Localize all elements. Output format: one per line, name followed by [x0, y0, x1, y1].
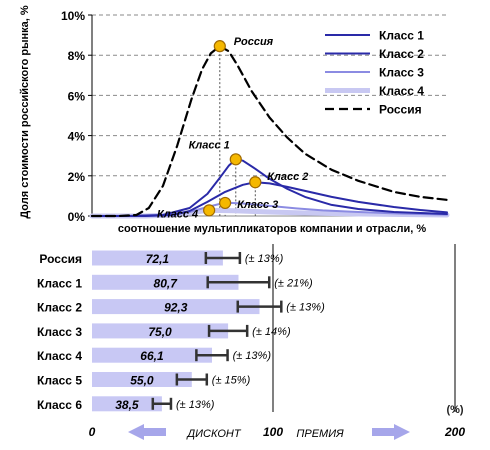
bar-value-label: 38,5: [115, 398, 139, 412]
bar: [92, 323, 229, 339]
upper-y-tick-label: 6%: [68, 89, 86, 103]
legend-entry: Класс 1: [379, 29, 424, 43]
peak-marker: [219, 196, 232, 210]
peak-label: Россия: [234, 36, 274, 48]
lower-unit-label: (%): [446, 404, 463, 416]
upper-legend: Класс 1 Класс 2 Класс 3 Класс 4 Россия: [325, 29, 424, 117]
bar: [92, 299, 260, 315]
discount-label: ДИСКОНТ: [185, 428, 241, 440]
lower-x-tick-200: 200: [444, 425, 465, 439]
bar-category-label: Класс 6: [37, 398, 82, 412]
series-line-0: [91, 158, 448, 217]
peak-label: Класс 2: [267, 171, 308, 183]
error-label: (± 21%): [274, 277, 313, 289]
legend-entry: Класс 3: [379, 66, 424, 80]
lower-x-tick-0: 0: [89, 425, 96, 439]
bar-category-label: Россия: [39, 252, 82, 266]
discount-arrow-icon: [128, 424, 166, 440]
bar-value-label: 80,7: [154, 276, 179, 290]
upper-y-axis-label: Доля стоимости российского рынка, %: [19, 5, 31, 219]
premium-label: ПРЕМИЯ: [296, 428, 344, 440]
bar-value-label: 66,1: [140, 349, 164, 363]
lower-bars: Россия 72,1 (± 13%) Класс 1 80,7 (± 21%) Класс…: [37, 250, 325, 412]
error-label: (± 13%): [286, 302, 325, 314]
bar-category-label: Класс 3: [37, 325, 82, 339]
peak-marker: [203, 204, 216, 217]
upper-y-tick-label: 0%: [68, 210, 86, 224]
error-label: (± 13%): [233, 350, 272, 362]
peak-label: Класс 4: [157, 208, 198, 220]
error-label: (± 13%): [176, 399, 215, 411]
legend-entry: Класс 2: [379, 47, 424, 61]
bar-value-label: 72,1: [146, 252, 170, 266]
bar-value-label: 55,0: [130, 374, 154, 388]
upper-peak-markers: Россия Класс 1 Класс 2 Класс 3 Класс 4: [157, 36, 308, 220]
bar-category-label: Класс 4: [37, 349, 82, 363]
upper-y-tick-label: 10%: [61, 9, 85, 23]
bar-category-label: Класс 1: [37, 276, 82, 290]
lower-x-tick-100: 100: [263, 425, 283, 439]
upper-y-tick-label: 4%: [68, 130, 86, 144]
error-label: (± 14%): [252, 326, 291, 338]
bar-category-label: Класс 2: [37, 301, 82, 315]
bar: [92, 250, 223, 266]
bar: [92, 372, 192, 387]
bar-value-label: 92,3: [164, 301, 188, 315]
upper-y-tick-label: 2%: [68, 170, 86, 184]
upper-peak-guides: [208, 46, 256, 216]
bar: [92, 274, 239, 290]
peak-label: Класс 3: [237, 199, 278, 211]
upper-x-axis-label: соотношение мультипликаторов компании и …: [118, 223, 427, 235]
peak-marker: [213, 40, 226, 53]
series-line-4: [90, 45, 449, 218]
error-label: (± 13%): [245, 253, 284, 265]
peak-label: Класс 1: [189, 139, 230, 151]
peak-marker: [249, 176, 262, 189]
bar-value-label: 75,0: [148, 325, 172, 339]
upper-y-ticks: 0% 2% 4% 6% 8% 10%: [61, 9, 93, 224]
error-label: (± 15%): [212, 375, 251, 387]
lower-bottom-axis: (%) 0 100 200 ДИСКОНТ ПРЕМИЯ: [89, 404, 465, 440]
peak-marker: [229, 153, 242, 166]
series-line-1: [91, 181, 448, 217]
premium-arrow-icon: [372, 424, 410, 440]
bar-category-label: Класс 5: [37, 374, 82, 388]
legend-entry: Класс 4: [379, 84, 424, 98]
legend-entry: Россия: [379, 103, 422, 117]
bar: [92, 347, 212, 363]
bar: [92, 396, 162, 412]
upper-y-tick-label: 8%: [68, 49, 86, 63]
